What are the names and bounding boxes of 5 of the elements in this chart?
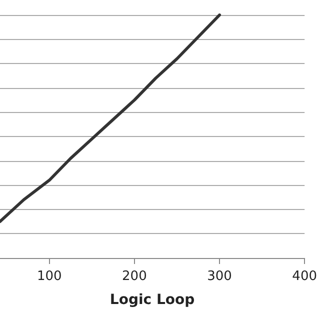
x-tick-label: 200 (122, 269, 147, 284)
x-tick-label: 400 (292, 269, 318, 284)
x-tick-label: 300 (207, 269, 232, 284)
x-axis-title: Logic Loop (110, 292, 195, 308)
x-tick-label: 100 (36, 269, 62, 284)
